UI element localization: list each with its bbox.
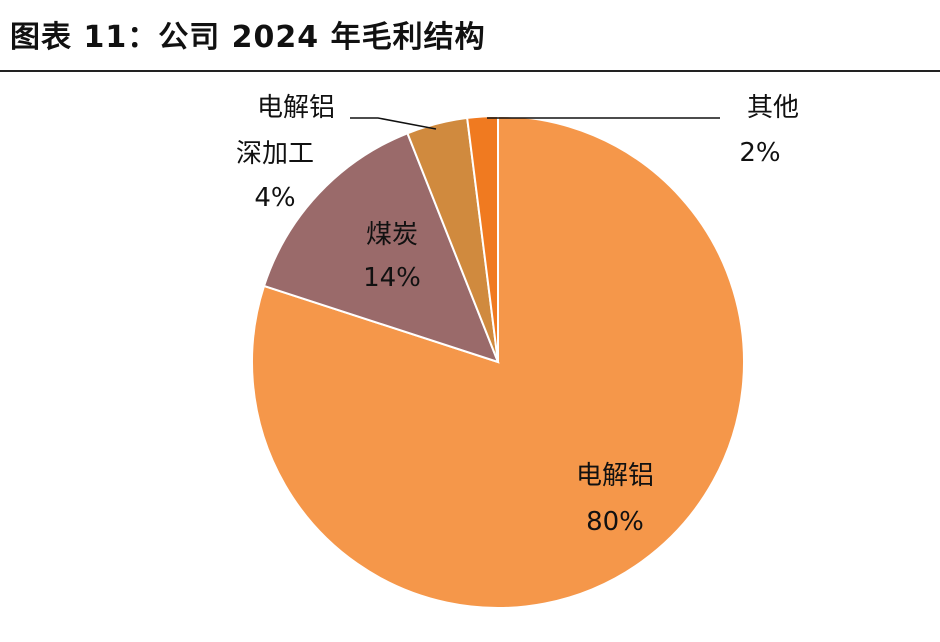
slice-value-other: 2% [739, 138, 780, 168]
pie-slice-electrolytic-aluminum [251, 114, 745, 609]
slice-label-coal: 煤炭 [366, 220, 418, 250]
leader-line-deep-processing [350, 117, 437, 130]
slice-value-electrolytic-aluminum: 80% [586, 507, 644, 537]
slice-label-deep-processing-line1: 电解铝 [257, 93, 335, 123]
pie-slice-coal [262, 131, 500, 364]
pie-slices [251, 114, 745, 609]
slice-label-other: 其他 [747, 93, 799, 123]
slice-value-coal: 14% [363, 263, 421, 293]
pie-slice-other [466, 114, 499, 363]
slice-label-deep-processing-line2: 深加工 [236, 139, 314, 169]
leader-lines [350, 117, 720, 130]
title-divider [0, 70, 940, 72]
slice-value-deep-processing: 4% [254, 183, 295, 213]
slice-label-electrolytic-aluminum: 电解铝 [576, 461, 654, 491]
chart-title: 图表 11：公司 2024 年毛利结构 [10, 20, 486, 55]
